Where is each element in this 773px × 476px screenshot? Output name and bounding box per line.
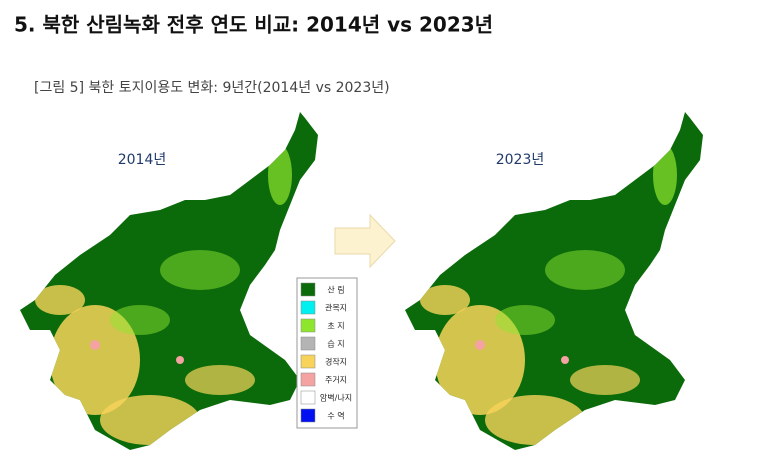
legend-swatch — [300, 408, 316, 423]
legend-swatch — [300, 390, 316, 405]
legend-swatch — [300, 318, 316, 333]
legend-label: 산 림 — [327, 285, 344, 295]
map-label: 2014년 — [118, 152, 167, 168]
map-2014 — [20, 112, 318, 450]
map-2023 — [405, 112, 703, 450]
map-label: 2023년 — [496, 152, 545, 168]
section-title: 5. 북한 산림녹화 전후 연도 비교: 2014년 vs 2023년 — [14, 13, 493, 37]
legend-swatch — [300, 372, 316, 387]
legend-label: 암벽/나지 — [320, 393, 352, 403]
legend-label: 초 지 — [327, 322, 344, 331]
legend-swatch — [300, 300, 316, 315]
legend-label: 관목지 — [325, 303, 347, 313]
legend-swatch — [300, 354, 316, 369]
legend-swatch — [300, 336, 316, 351]
figure-caption: [그림 5] 북한 토지이용도 변화: 9년간(2014년 vs 2023년) — [34, 80, 390, 96]
arrow — [334, 213, 396, 269]
legend-label: 경작지 — [325, 357, 347, 367]
legend-label: 습 지 — [327, 340, 344, 349]
legend-label: 수 역 — [327, 411, 344, 421]
legend-box — [296, 277, 358, 429]
legend-swatch — [300, 282, 316, 297]
legend-label: 주거지 — [325, 376, 347, 385]
